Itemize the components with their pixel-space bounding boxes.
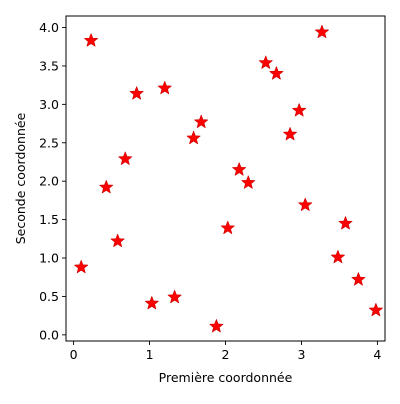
x-tick-label: 2 xyxy=(222,347,230,362)
data-point-star xyxy=(74,259,89,274)
y-tick-label: 0.0 xyxy=(39,327,59,342)
x-tick-label: 1 xyxy=(146,347,154,362)
plot-frame xyxy=(65,15,386,342)
data-point-star xyxy=(209,319,224,333)
data-point-star xyxy=(129,86,144,100)
data-point-star xyxy=(84,33,99,47)
y-tick-label: 2.0 xyxy=(39,174,59,189)
x-tick-label: 3 xyxy=(297,347,305,362)
data-point-star xyxy=(314,24,329,39)
data-point-star xyxy=(186,130,201,145)
x-tick-label: 0 xyxy=(70,347,78,362)
y-tick-label: 1.5 xyxy=(39,212,59,227)
data-point-star xyxy=(351,272,366,286)
y-tick-label: 0.5 xyxy=(39,289,59,304)
data-point-star xyxy=(338,216,353,230)
data-point-star xyxy=(220,220,235,235)
y-tick-label: 2.5 xyxy=(39,135,59,150)
data-point-star xyxy=(232,162,247,176)
data-point-star xyxy=(167,289,182,304)
x-axis-label: Première coordonnée xyxy=(159,370,293,385)
y-axis-label: Seconde coordonnée xyxy=(13,112,28,244)
data-point-star xyxy=(330,249,345,264)
data-point-star xyxy=(99,180,114,194)
y-tick-label: 3.0 xyxy=(39,97,59,112)
data-point-star xyxy=(258,55,273,69)
data-point-star xyxy=(292,103,307,117)
data-point-star xyxy=(118,151,133,165)
data-point-star xyxy=(368,302,383,317)
data-point-star xyxy=(269,66,284,80)
y-tick-label: 4.0 xyxy=(39,20,59,35)
data-point-star xyxy=(241,175,256,189)
y-tick-label: 3.5 xyxy=(39,58,59,73)
ticks-layer: 0 1 2 3 4 0.0 0.5 1.0 1.5 2.0 2.5 3.0 3.5 4.0 xyxy=(39,20,381,362)
data-point-star xyxy=(157,80,172,95)
data-point-star xyxy=(298,197,313,211)
points-layer xyxy=(74,24,383,333)
data-point-star xyxy=(194,114,209,128)
x-tick-label: 4 xyxy=(373,347,381,362)
data-point-star xyxy=(283,127,298,141)
data-point-star xyxy=(144,296,159,310)
data-point-star xyxy=(110,233,125,248)
y-tick-label: 1.0 xyxy=(39,251,59,266)
